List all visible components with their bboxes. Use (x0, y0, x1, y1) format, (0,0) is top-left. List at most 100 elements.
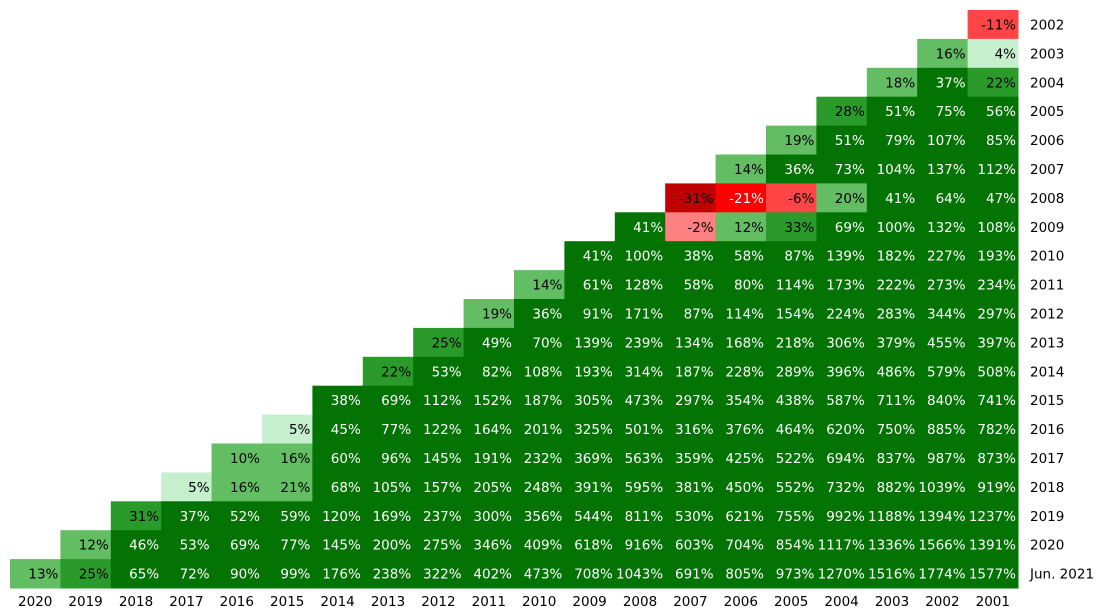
heat-cell (917, 67, 969, 98)
cell-label: 91% (583, 306, 613, 322)
cell-label: 114% (776, 278, 815, 294)
cell-label: 1774% (918, 567, 965, 583)
heat-cell (967, 154, 1019, 184)
cell-label: 105% (373, 480, 412, 496)
cell-label: 755% (776, 509, 815, 525)
heat-cell (967, 530, 1019, 560)
cell-label: 563% (625, 451, 664, 467)
row-label: 2014 (1030, 364, 1064, 380)
cell-label: 621% (725, 509, 764, 525)
heat-cell (60, 530, 112, 560)
row-label: 2018 (1030, 480, 1064, 496)
cell-label: 885% (927, 422, 966, 438)
heat-cell (614, 356, 666, 387)
heat-cell (514, 414, 565, 444)
cell-label: 96% (381, 451, 411, 467)
cell-label: 13% (28, 567, 58, 583)
heat-cell (967, 212, 1019, 242)
heat-cell (715, 212, 767, 242)
heat-cell (614, 241, 666, 271)
heat-cell (967, 96, 1019, 127)
heat-cell (816, 154, 868, 184)
cell-label: 60% (331, 451, 361, 467)
cell-label: 854% (776, 538, 815, 554)
heat-cell (917, 327, 969, 358)
cell-label: -31% (679, 191, 714, 207)
cell-label: 134% (675, 335, 714, 351)
cell-label: 14% (532, 278, 562, 294)
heat-cell (413, 530, 465, 560)
heat-cell (866, 414, 918, 444)
heat-cell (816, 183, 868, 213)
cell-label: 438% (776, 393, 815, 409)
column-label: 2008 (623, 594, 657, 610)
heat-cell (866, 501, 918, 531)
column-label: 2019 (68, 594, 102, 610)
heat-cell (866, 154, 918, 184)
heat-cell (10, 559, 61, 589)
cell-label: 169% (373, 509, 412, 525)
cell-label: 28% (835, 104, 865, 120)
row-label: 2013 (1030, 335, 1064, 351)
heat-cell (816, 501, 868, 531)
cell-label: 52% (230, 509, 260, 525)
heat-cell (766, 559, 817, 589)
cell-label: 139% (826, 249, 865, 265)
heat-cell (665, 530, 717, 560)
cell-label: 41% (633, 220, 663, 236)
heat-cell (413, 472, 465, 502)
heat-cell (161, 530, 213, 560)
column-label: 2011 (472, 594, 506, 610)
cell-label: 1391% (969, 538, 1016, 554)
heat-cell (917, 530, 969, 560)
cell-label: 300% (473, 509, 512, 525)
heat-cell (967, 443, 1019, 473)
cell-label: 289% (776, 364, 815, 380)
heat-cell (614, 443, 666, 473)
cell-label: 708% (574, 567, 613, 583)
cell-label: 916% (625, 538, 664, 554)
cell-label: 41% (583, 249, 613, 265)
heat-cell (766, 299, 817, 329)
heat-cell (514, 270, 565, 300)
cell-label: 100% (625, 249, 664, 265)
heat-cell (917, 183, 969, 213)
cell-label: 51% (885, 104, 915, 120)
cell-label: 51% (835, 133, 865, 149)
cell-label: 782% (977, 422, 1016, 438)
cell-label: 732% (826, 480, 865, 496)
row-label: 2011 (1030, 278, 1064, 294)
heat-cell (866, 472, 918, 502)
cell-label: -6% (788, 191, 814, 207)
cell-label: 237% (423, 509, 462, 525)
heat-cell (463, 472, 515, 502)
cell-label: 750% (877, 422, 916, 438)
heat-cell (514, 356, 565, 387)
cell-label: 139% (574, 335, 613, 351)
heat-cell (665, 501, 717, 531)
heat-cell (564, 472, 616, 502)
heat-cell (463, 443, 515, 473)
cell-label: 193% (574, 364, 613, 380)
heat-cell (564, 501, 616, 531)
heat-cell (967, 385, 1019, 416)
cell-label: 154% (776, 306, 815, 322)
heat-cell (614, 472, 666, 502)
cell-label: 47% (986, 191, 1016, 207)
heat-cell (413, 385, 465, 416)
heat-cell (362, 559, 414, 589)
heat-cell (816, 472, 868, 502)
heat-cell (715, 501, 767, 531)
cell-label: 20% (835, 191, 865, 207)
heat-cell (564, 356, 616, 387)
cell-label: 38% (684, 249, 714, 265)
heat-cell (362, 530, 414, 560)
cell-label: 882% (877, 480, 916, 496)
heat-cell (665, 270, 717, 300)
cell-label: 21% (280, 480, 310, 496)
heat-cell (413, 327, 465, 358)
cell-label: 530% (675, 509, 714, 525)
heat-cell (463, 356, 515, 387)
cell-label: 450% (725, 480, 764, 496)
heat-cell (262, 472, 313, 502)
